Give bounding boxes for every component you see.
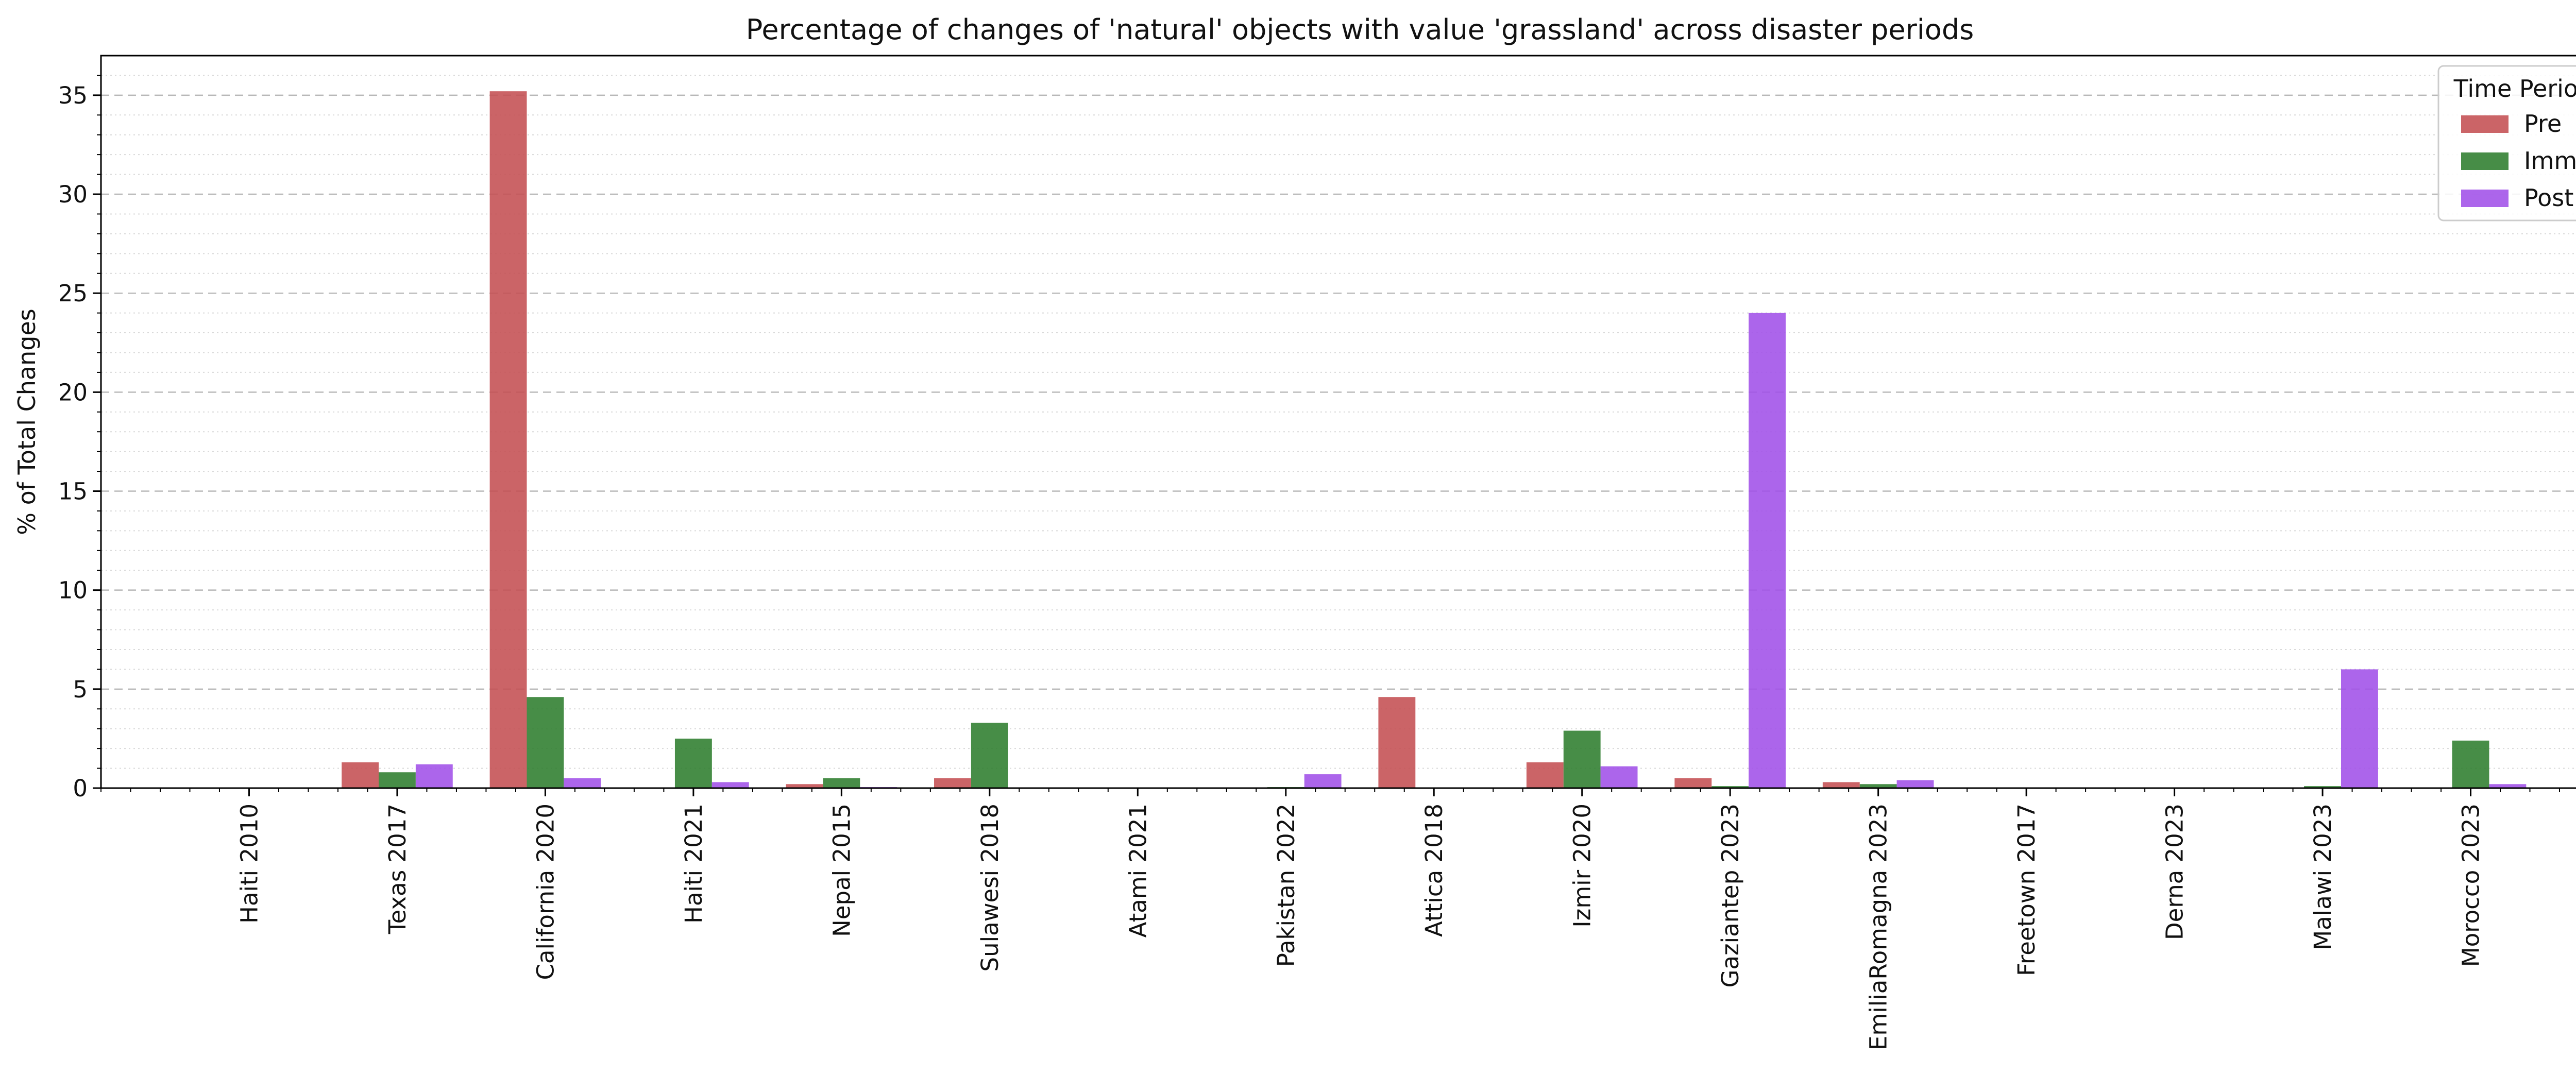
bars [342,91,2527,789]
x-tick-label: Izmir 2020 [1569,804,1596,928]
y-tick-label: 5 [73,676,88,703]
y-axis-label: % of Total Changes [13,309,41,535]
bar-post-california-2020 [564,778,601,788]
bar-imm-gaziantep-2023 [1711,786,1749,788]
bar-pre-izmir-2020 [1526,762,1564,788]
y-tick-label: 30 [58,181,88,208]
bar-post-morocco-2023 [2489,784,2527,788]
legend-items: Pre Imm Post [2461,110,2576,212]
bar-pre-texas-2017 [342,762,379,788]
bar-post-haiti-2021 [711,782,749,788]
bar-pre-sulawesi-2018 [934,778,971,788]
legend-swatch-pre [2461,115,2509,133]
bar-imm-sulawesi-2018 [971,723,1008,788]
bar-post-malawi-2023 [2341,669,2378,788]
bar-imm-malawi-2023 [2304,786,2341,788]
bar-post-gaziantep-2023 [1749,313,1786,788]
axes: 0 5 10 15 20 25 30 35 Haiti 2010 Texas 2017 Califo… [58,75,2561,1050]
legend-swatch-post [2461,190,2509,207]
x-tick-label: California 2020 [532,804,559,980]
plot-frame [100,55,2576,789]
y-tick-label: 10 [58,577,88,604]
bar-pre-california-2020 [489,91,527,789]
bar-pre-gaziantep-2023 [1674,778,1712,788]
grid [101,75,2576,769]
x-tick-label: Attica 2018 [1420,804,1448,937]
x-tick-label: Freetown 2017 [2013,804,2040,976]
x-tick-label: Atami 2021 [1124,804,1151,937]
x-tick-label: Texas 2017 [384,804,411,934]
y-tick-label: 0 [73,775,88,802]
legend-box [2437,65,2576,221]
y-tick-label: 25 [58,280,88,307]
x-tick-label: Derna 2023 [2161,804,2189,940]
bar-imm-nepal-2015 [823,778,860,788]
x-tick-label: Malawi 2023 [2309,804,2336,950]
bar-imm-haiti-2021 [674,738,712,788]
x-tick-label: Nepal 2015 [828,804,855,937]
bar-post-pakistan-2022 [1304,774,1342,788]
bar-pre-emiliaromagna-2023 [1822,782,1860,788]
bar-post-texas-2017 [415,764,453,788]
y-tick-label: 20 [58,379,88,406]
legend-swatch-imm [2461,152,2509,170]
x-tick-label: Pakistan 2022 [1273,804,1300,967]
legend-label-pre: Pre [2524,110,2562,138]
chart-title: Percentage of changes of 'natural' objec… [746,13,1974,46]
bar-imm-texas-2017 [379,772,416,788]
legend-label-post: Post [2524,184,2573,212]
bar-pre-attica-2018 [1378,697,1416,788]
legend-title: Time Period [2453,75,2576,103]
bar-pre-nepal-2015 [786,784,823,788]
legend: Time Period Pre Imm Post [2437,65,2576,221]
x-tick-label: Gaziantep 2023 [1717,804,1744,987]
x-tick-label: EmiliaRomagna 2023 [1865,804,1892,1050]
legend-label-imm: Imm [2524,147,2576,175]
bar-post-izmir-2020 [1600,766,1638,788]
x-tick-label: Sulawesi 2018 [976,804,1004,971]
bar-imm-california-2020 [527,697,564,788]
x-tick-label: Morocco 2023 [2458,804,2485,967]
bar-imm-emiliaromagna-2023 [1859,784,1897,788]
y-tick-label: 35 [58,82,88,109]
x-tick-label: Haiti 2010 [235,804,263,924]
bar-imm-morocco-2023 [2452,740,2489,788]
bar-imm-izmir-2020 [1563,730,1601,788]
x-tick-label: Haiti 2021 [680,804,707,924]
bar-post-emiliaromagna-2023 [1896,780,1934,788]
y-tick-label: 15 [58,478,88,505]
